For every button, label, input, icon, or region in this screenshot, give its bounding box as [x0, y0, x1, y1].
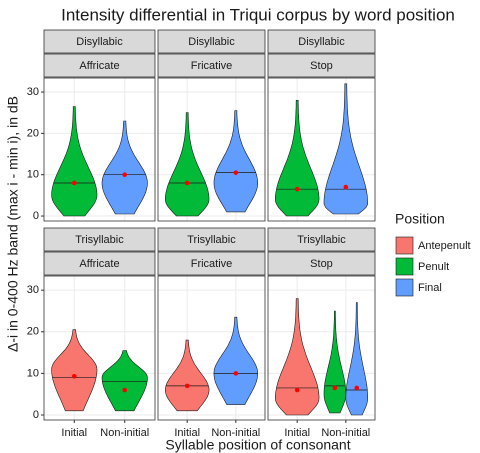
legend-label: Final	[418, 282, 442, 294]
strip	[267, 251, 376, 276]
panel-border	[267, 275, 376, 421]
y-tick-label: 10	[27, 169, 39, 181]
strip	[43, 251, 156, 276]
x-tick-label: Non-initial	[100, 427, 149, 439]
strip-label: Affricate	[79, 60, 119, 72]
panel-border	[157, 77, 266, 222]
mean-point	[71, 374, 77, 379]
strip-label: Stop	[310, 60, 333, 72]
y-axis-title: Δ-i in 0-400 Hz band (max i - min i), in…	[5, 96, 21, 352]
strip	[43, 29, 156, 54]
strip-label: Affricate	[79, 258, 119, 270]
strip-label: Trisyllabic	[297, 234, 346, 246]
legend-key	[395, 278, 414, 297]
violin	[213, 110, 258, 213]
y-tick-label: 0	[33, 409, 39, 421]
mean-point	[184, 383, 190, 389]
strip	[43, 227, 156, 252]
legend-key	[395, 257, 414, 276]
strip	[157, 29, 266, 54]
mean-point	[233, 371, 239, 376]
violin	[274, 298, 320, 416]
strip-label: Trisyllabic	[187, 234, 236, 246]
x-tick-label: Non-initial	[211, 427, 260, 439]
mean-point	[71, 180, 77, 186]
panel-border	[267, 77, 376, 222]
strip	[157, 53, 266, 78]
strip	[43, 53, 156, 78]
y-tick-label: 20	[27, 127, 39, 139]
mean-point	[294, 387, 300, 393]
panel-border	[157, 275, 266, 421]
mean-point	[122, 387, 128, 393]
panel-border	[43, 275, 156, 421]
strip-label: Disyllabic	[188, 36, 235, 48]
strip-label: Fricative	[191, 60, 233, 72]
y-tick-label: 30	[27, 86, 39, 98]
strip	[267, 29, 376, 54]
violin	[345, 302, 368, 416]
strip	[267, 53, 376, 78]
x-tick-label: Initial	[61, 427, 87, 439]
legend-label: Antepenult	[418, 240, 471, 252]
mean-point	[354, 385, 360, 391]
violin	[274, 100, 320, 217]
mean-point	[184, 180, 190, 186]
violin	[101, 350, 148, 412]
y-tick-label: 10	[27, 367, 39, 379]
strip-label: Trisyllabic	[75, 234, 124, 246]
violin	[101, 120, 148, 215]
violin	[323, 83, 369, 215]
strip	[157, 227, 266, 252]
legend-label: Penult	[418, 261, 449, 273]
strip-label: Disyllabic	[76, 36, 123, 48]
strip	[267, 227, 376, 252]
x-axis-title: Syllable position of consonant	[165, 437, 350, 453]
mean-point	[343, 184, 349, 190]
strip-label: Disyllabic	[298, 36, 345, 48]
violin	[164, 339, 210, 412]
mean-point	[332, 385, 338, 391]
violin	[51, 329, 98, 412]
legend-key	[395, 236, 414, 255]
violin	[51, 106, 98, 217]
strip	[157, 251, 266, 276]
x-tick-label: Non-initial	[321, 427, 370, 439]
panel-border	[43, 77, 156, 222]
violin	[164, 112, 210, 217]
violin	[213, 316, 259, 405]
x-tick-label: Initial	[284, 427, 310, 439]
mean-point	[233, 170, 239, 175]
y-tick-label: 0	[33, 210, 39, 222]
y-tick-label: 30	[27, 284, 39, 296]
chart-title: Intensity differential in Triqui corpus …	[61, 5, 455, 24]
mean-point	[294, 186, 300, 192]
x-tick-label: Initial	[174, 427, 200, 439]
violin	[323, 310, 347, 414]
legend-title: Position	[395, 211, 445, 227]
y-tick-label: 20	[27, 326, 39, 338]
mean-point	[122, 172, 128, 178]
strip-label: Stop	[310, 258, 333, 270]
strip-label: Fricative	[191, 258, 233, 270]
